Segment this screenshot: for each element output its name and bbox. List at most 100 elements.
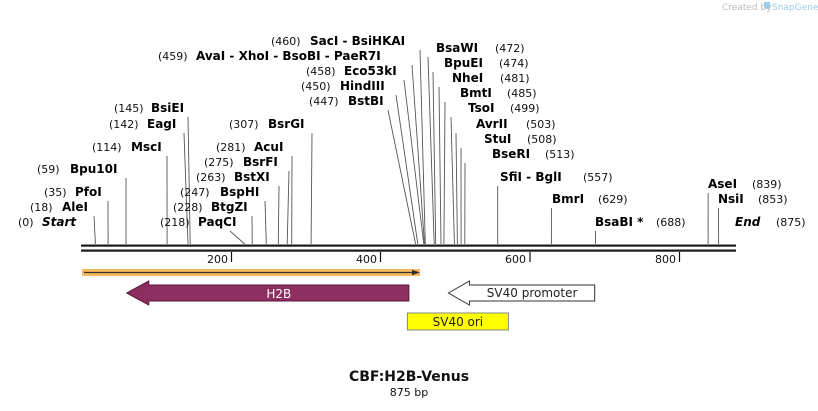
selection-bar[interactable] bbox=[82, 269, 420, 276]
site-name: BsaWI bbox=[436, 41, 478, 55]
site-position: (247) bbox=[180, 186, 210, 199]
site-name: BspHI bbox=[220, 185, 259, 199]
site-name: BtgZI bbox=[211, 200, 248, 214]
site-name: BsrGI bbox=[268, 117, 305, 131]
site-leader-line bbox=[265, 201, 266, 244]
site-position: (447) bbox=[309, 95, 339, 108]
site-position: (853) bbox=[758, 193, 788, 206]
site-position: (263) bbox=[196, 171, 226, 184]
site-name: BsiEI bbox=[151, 101, 184, 115]
site-name: Bpu10I bbox=[70, 162, 117, 176]
backbone-top-strand bbox=[81, 245, 736, 247]
site-position: (275) bbox=[204, 156, 234, 169]
site-name: BstBI bbox=[348, 94, 384, 108]
site-bsabi[interactable]: (688) BsaBI * bbox=[595, 215, 686, 244]
site-name: NsiI bbox=[718, 192, 744, 206]
site-msci[interactable]: (114) MscI bbox=[92, 140, 167, 244]
feature-h2b[interactable]: H2B bbox=[127, 281, 409, 305]
site-position: (450) bbox=[301, 80, 331, 93]
credit-brand: SnapGene bbox=[772, 3, 818, 13]
site-position: (474) bbox=[499, 57, 529, 70]
map-length: 875 bp bbox=[390, 386, 428, 399]
site-name: AleI bbox=[62, 200, 88, 214]
site-position: (485) bbox=[507, 87, 537, 100]
site-name: SacI - BsiHKAI bbox=[310, 34, 405, 48]
site-name: HindIII bbox=[340, 79, 385, 93]
site-position: (472) bbox=[495, 42, 525, 55]
site-name: PaqCI bbox=[198, 215, 236, 229]
site-position: (458) bbox=[306, 65, 336, 78]
site-position: (18) bbox=[30, 201, 53, 214]
site-position: (875) bbox=[776, 216, 806, 229]
site-position: (218) bbox=[160, 216, 190, 229]
site-leader-line bbox=[439, 87, 441, 244]
site-name: AcuI bbox=[254, 140, 283, 154]
site-paqci[interactable]: (218) PaqCI bbox=[160, 215, 245, 244]
axis-tick-label: 400 bbox=[356, 253, 377, 266]
site-bstbi[interactable]: (447) BstBI bbox=[309, 94, 416, 244]
site-start[interactable]: (0) Start bbox=[18, 215, 77, 229]
feature-sv40-ori[interactable]: SV40 ori bbox=[407, 313, 508, 330]
site-name: StuI bbox=[484, 132, 511, 146]
site-name: TsoI bbox=[468, 101, 494, 115]
axis-tick-label: 200 bbox=[207, 253, 228, 266]
site-position: (557) bbox=[583, 171, 613, 184]
feature-h2b-label: H2B bbox=[266, 287, 291, 301]
backbone-bottom-strand bbox=[81, 250, 736, 252]
site-name: BmrI bbox=[552, 192, 584, 206]
site-leader-line bbox=[456, 133, 457, 244]
site-name: BseRI bbox=[492, 147, 530, 161]
site-name: BpuEI bbox=[444, 56, 483, 70]
restriction-sites: (0)Start(18)AleI(35)PfoI(59)Bpu10I(114)M… bbox=[18, 34, 806, 244]
site-name: AvaI - XhoI - BsoBI - PaeR7I bbox=[196, 49, 381, 63]
site-position: (629) bbox=[598, 193, 628, 206]
site-name: Start bbox=[42, 215, 77, 229]
site-leader-line bbox=[278, 186, 279, 244]
axis-tick-label: 600 bbox=[505, 253, 526, 266]
site-position: (0) bbox=[18, 216, 34, 229]
site-leader-line bbox=[388, 110, 416, 244]
site-leader-line bbox=[230, 231, 245, 244]
feature-sv40-promoter-label: SV40 promoter bbox=[487, 286, 578, 300]
site-position: (35) bbox=[44, 186, 67, 199]
site-name: MscI bbox=[131, 140, 162, 154]
site-name: NheI bbox=[452, 71, 483, 85]
site-position: (460) bbox=[271, 35, 301, 48]
site-name: BmtI bbox=[460, 86, 492, 100]
site-leader-line bbox=[451, 117, 454, 244]
site-position: (307) bbox=[229, 118, 259, 131]
map-title: CBF:H2B-Venus bbox=[349, 369, 469, 385]
site-name: SfiI - BglI bbox=[500, 170, 562, 184]
snapgene-logo-icon bbox=[764, 2, 770, 9]
site-leader-line bbox=[444, 102, 445, 244]
site-leader-line bbox=[94, 216, 95, 244]
axis: 200 400 600 800 bbox=[207, 252, 680, 266]
site-position: (459) bbox=[158, 50, 188, 63]
site-name: BstXI bbox=[234, 170, 270, 184]
site-position: (503) bbox=[526, 118, 556, 131]
feature-sv40-promoter[interactable]: SV40 promoter bbox=[448, 281, 594, 305]
site-position: (228) bbox=[173, 201, 203, 214]
site-position: (688) bbox=[656, 216, 686, 229]
backbone bbox=[81, 245, 736, 252]
site-end[interactable]: (875) End bbox=[735, 215, 806, 229]
site-position: (839) bbox=[752, 178, 782, 191]
site-name: BsaBI * bbox=[595, 215, 644, 229]
axis-tick-label: 800 bbox=[655, 253, 676, 266]
site-position: (481) bbox=[500, 72, 530, 85]
site-leader-line bbox=[287, 171, 289, 244]
feature-sv40-ori-label: SV40 ori bbox=[433, 315, 484, 329]
site-name: AseI bbox=[708, 177, 737, 191]
site-position: (59) bbox=[37, 163, 60, 176]
site-position: (114) bbox=[92, 141, 122, 154]
site-position: (142) bbox=[109, 118, 139, 131]
site-position: (145) bbox=[114, 102, 144, 115]
site-leader-line bbox=[311, 133, 312, 244]
site-name: End bbox=[735, 215, 761, 229]
site-name: Eco53kI bbox=[344, 64, 397, 78]
site-position: (281) bbox=[216, 141, 246, 154]
site-name: BsrFI bbox=[243, 155, 278, 169]
site-position: (499) bbox=[510, 102, 540, 115]
